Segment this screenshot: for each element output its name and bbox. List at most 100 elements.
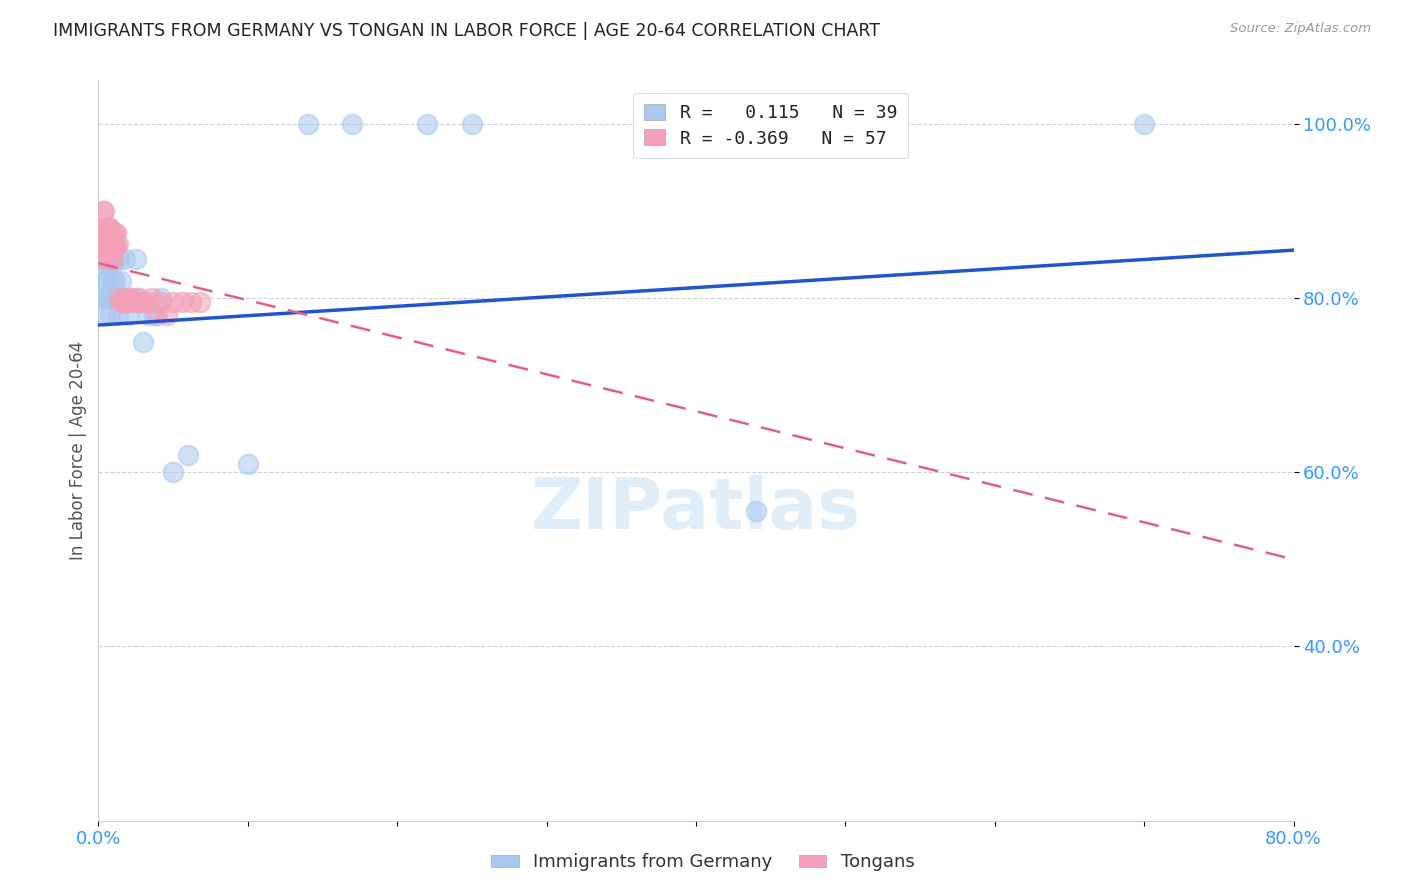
Point <box>94 243 117 257</box>
Point <box>172 295 194 310</box>
Point <box>91 203 114 218</box>
Point <box>188 295 211 310</box>
Point <box>108 252 131 266</box>
Point <box>96 274 118 288</box>
Point <box>125 252 148 266</box>
Point <box>97 221 120 235</box>
Point <box>96 226 118 240</box>
Point <box>97 252 120 266</box>
Point <box>117 295 139 310</box>
Point <box>117 309 139 323</box>
Point <box>94 274 117 288</box>
Point <box>94 309 117 323</box>
Point <box>142 309 165 323</box>
Point <box>297 117 319 131</box>
Point <box>101 274 124 288</box>
Point <box>98 291 122 305</box>
Point <box>103 226 125 240</box>
Point <box>103 252 125 266</box>
Point <box>101 226 124 240</box>
Point <box>104 274 127 288</box>
Point <box>98 237 122 252</box>
Point <box>94 226 117 240</box>
Point <box>94 239 117 253</box>
Point <box>97 243 120 257</box>
Point <box>97 237 120 252</box>
Point <box>145 309 167 323</box>
Point <box>98 309 122 323</box>
Point <box>98 226 122 240</box>
Point <box>97 226 120 240</box>
Point <box>96 291 118 305</box>
Point <box>110 295 132 310</box>
Point <box>114 295 136 310</box>
Point <box>110 274 132 288</box>
Point <box>94 291 117 305</box>
Point <box>141 291 163 305</box>
Point <box>745 504 768 518</box>
Point <box>101 252 124 266</box>
Point <box>132 295 155 310</box>
Point <box>91 243 114 257</box>
Point <box>104 239 127 253</box>
Point <box>236 457 259 471</box>
Legend: R =   0.115   N = 39, R = -0.369   N = 57: R = 0.115 N = 39, R = -0.369 N = 57 <box>633 93 908 159</box>
Point <box>111 291 134 305</box>
Point <box>128 291 150 305</box>
Point <box>96 221 118 235</box>
Point <box>342 117 364 131</box>
Point <box>150 295 173 310</box>
Point <box>93 256 115 270</box>
Point <box>124 295 146 310</box>
Point <box>93 291 115 305</box>
Point <box>103 239 125 253</box>
Point <box>93 226 115 240</box>
Point <box>120 291 142 305</box>
Point <box>127 291 149 305</box>
Point <box>180 295 202 310</box>
Point <box>111 295 134 310</box>
Point <box>129 295 152 310</box>
Point <box>416 117 439 131</box>
Point <box>107 309 129 323</box>
Point <box>177 448 200 462</box>
Point <box>150 291 173 305</box>
Point <box>107 237 129 252</box>
Legend: Immigrants from Germany, Tongans: Immigrants from Germany, Tongans <box>484 847 922 879</box>
Point <box>115 295 138 310</box>
Point <box>90 221 112 235</box>
Point <box>112 291 135 305</box>
Point <box>103 291 125 305</box>
Text: Source: ZipAtlas.com: Source: ZipAtlas.com <box>1230 22 1371 36</box>
Point <box>1133 117 1156 131</box>
Point <box>105 239 128 253</box>
Text: ZIPatlas: ZIPatlas <box>531 475 860 544</box>
Point <box>118 291 141 305</box>
Point <box>105 226 128 240</box>
Point <box>96 247 118 261</box>
Point <box>104 226 127 240</box>
Y-axis label: In Labor Force | Age 20-64: In Labor Force | Age 20-64 <box>69 341 87 560</box>
Point <box>91 230 114 244</box>
Point <box>94 230 117 244</box>
Point <box>162 295 184 310</box>
Point <box>108 291 131 305</box>
Point <box>93 239 115 253</box>
Point <box>132 334 155 349</box>
Point <box>136 295 159 310</box>
Point <box>98 221 122 235</box>
Point <box>97 256 120 270</box>
Point <box>103 256 125 270</box>
Text: IMMIGRANTS FROM GERMANY VS TONGAN IN LABOR FORCE | AGE 20-64 CORRELATION CHART: IMMIGRANTS FROM GERMANY VS TONGAN IN LAB… <box>53 22 880 40</box>
Point <box>114 252 136 266</box>
Point <box>120 295 142 310</box>
Point <box>156 309 179 323</box>
Point <box>91 256 114 270</box>
Point <box>162 465 184 479</box>
Point <box>93 203 115 218</box>
Point <box>461 117 484 131</box>
Point <box>96 237 118 252</box>
Point <box>101 237 124 252</box>
Point <box>90 239 112 253</box>
Point <box>105 291 128 305</box>
